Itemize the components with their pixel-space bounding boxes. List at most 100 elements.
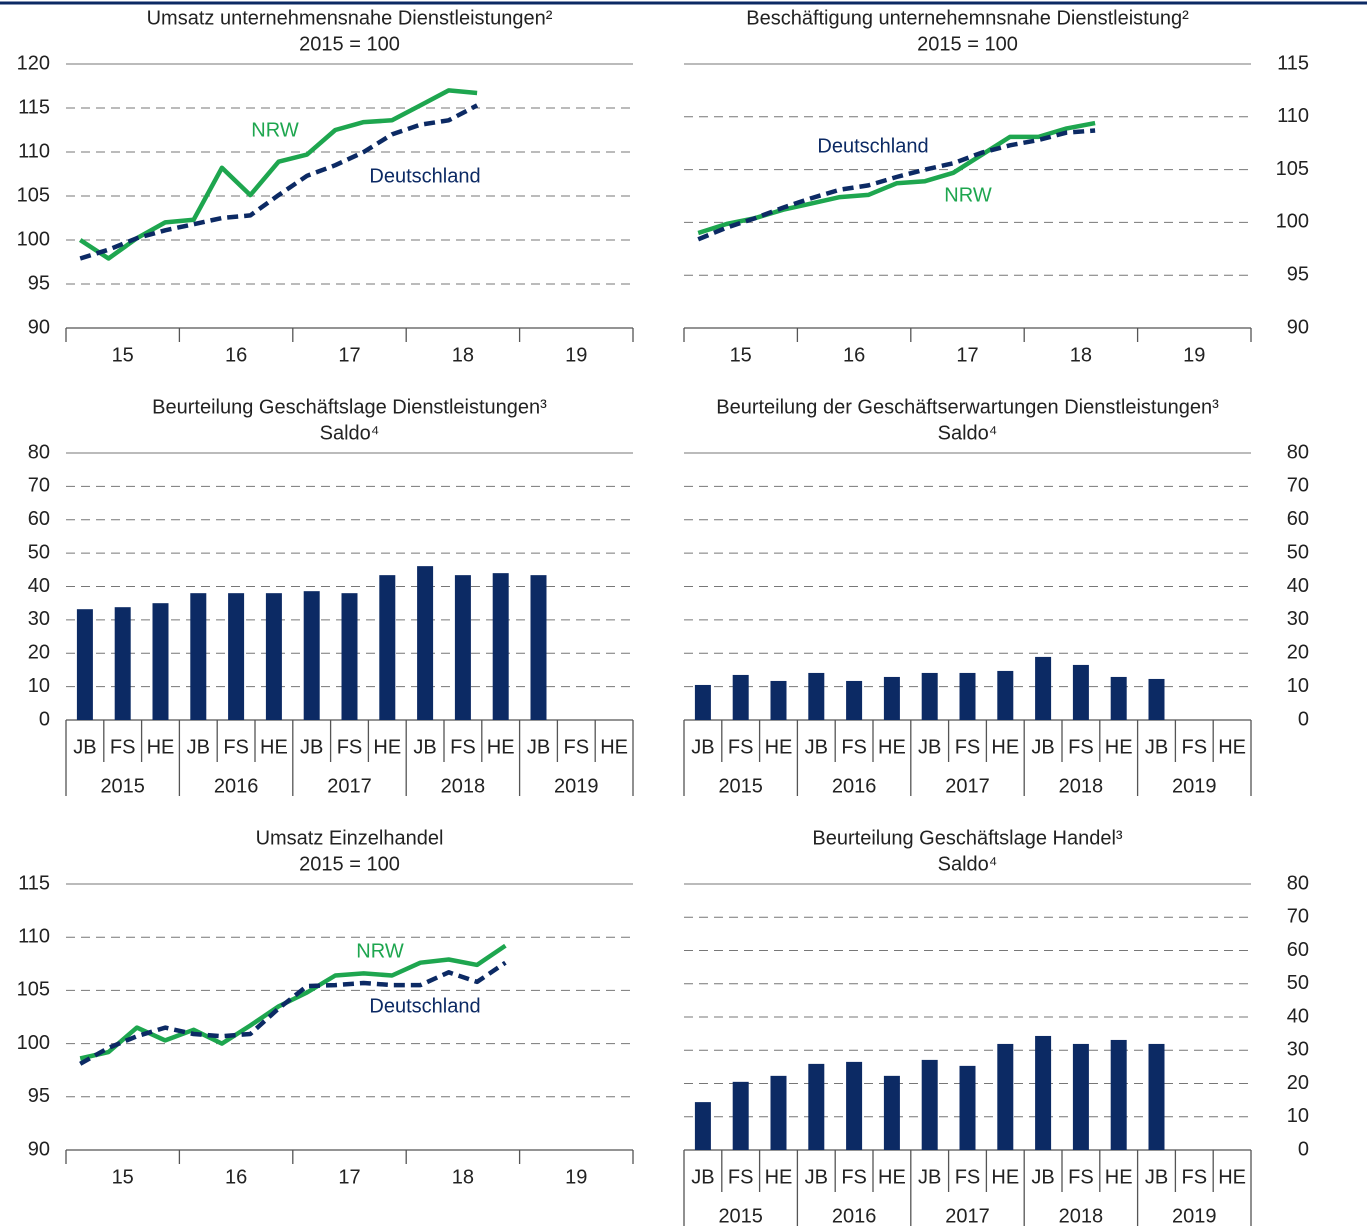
x-group-label: 17 — [338, 1166, 360, 1188]
y-tick-label: 100 — [17, 228, 50, 250]
bar — [1110, 1039, 1127, 1150]
bar — [732, 1081, 749, 1150]
series-label: Deutschland — [369, 995, 480, 1017]
bar — [770, 1075, 787, 1150]
y-tick-label: 30 — [1287, 1039, 1309, 1061]
x-tick-label: FS — [728, 736, 754, 758]
x-group-label: 17 — [338, 344, 360, 366]
bar — [921, 1059, 938, 1150]
bar — [530, 575, 547, 720]
x-tick-label: FS — [728, 1166, 754, 1188]
x-tick-label: JB — [805, 1166, 828, 1188]
x-tick-label: JB — [187, 736, 210, 758]
y-tick-label: 50 — [1287, 541, 1309, 563]
bar — [846, 680, 863, 720]
series-line — [79, 960, 507, 1066]
x-tick-label: HE — [991, 1166, 1019, 1188]
x-tick-label: JB — [918, 736, 941, 758]
x-tick-label: HE — [991, 736, 1019, 758]
y-tick-label: 0 — [1298, 1138, 1309, 1160]
bar — [190, 593, 207, 720]
bar — [1072, 1043, 1089, 1150]
y-tick-label: 40 — [1287, 575, 1309, 597]
chart-title: Beurteilung der Geschäftserwartungen Die… — [716, 396, 1219, 418]
x-group-label: 2017 — [327, 775, 372, 797]
chart-subtitle: 2015 = 100 — [299, 33, 400, 55]
bar — [959, 672, 976, 720]
x-group-label: 18 — [452, 344, 474, 366]
y-tick-label: 60 — [1287, 508, 1309, 530]
x-group-label: 2015 — [100, 775, 145, 797]
x-tick-label: HE — [373, 736, 401, 758]
x-group-label: 15 — [112, 1166, 134, 1188]
bar — [152, 603, 169, 720]
y-tick-label: 115 — [1277, 52, 1309, 74]
y-tick-label: 20 — [28, 642, 50, 664]
x-tick-label: JB — [413, 736, 436, 758]
x-tick-label: HE — [878, 1166, 906, 1188]
bar — [454, 575, 471, 720]
x-tick-label: HE — [147, 736, 175, 758]
y-tick-label: 105 — [1276, 158, 1309, 180]
x-group-label: 16 — [225, 1166, 247, 1188]
chart-panel: Beschäftigung unternehemnsnahe Dienstlei… — [683, 7, 1309, 366]
x-group-label: 2016 — [214, 775, 259, 797]
x-tick-label: FS — [337, 736, 363, 758]
bar — [303, 591, 320, 720]
y-tick-label: 110 — [18, 925, 50, 947]
y-tick-label: 100 — [17, 1032, 50, 1054]
bar — [265, 593, 282, 720]
y-tick-label: 90 — [28, 1138, 50, 1160]
chart-subtitle: Saldo⁴ — [938, 853, 998, 875]
chart-panel: Beurteilung Geschäftslage Handel³ Saldo⁴ 0… — [683, 827, 1309, 1226]
y-tick-label: 10 — [1287, 675, 1309, 697]
x-group-label: 18 — [1070, 344, 1092, 366]
x-group-label: 2019 — [554, 775, 599, 797]
x-group-label: 17 — [956, 344, 978, 366]
bar — [997, 670, 1014, 720]
x-tick-label: FS — [955, 736, 981, 758]
y-tick-label: 70 — [1287, 475, 1309, 497]
x-tick-label: FS — [1182, 1166, 1208, 1188]
bar — [694, 1102, 711, 1150]
chart-title: Umsatz unternehmensnahe Dienstleistungen… — [147, 7, 553, 29]
y-tick-label: 50 — [1287, 972, 1309, 994]
x-tick-label: FS — [223, 736, 249, 758]
bar — [883, 1075, 900, 1150]
y-tick-label: 30 — [1287, 608, 1309, 630]
y-tick-label: 70 — [28, 475, 50, 497]
x-group-label: 2017 — [945, 775, 990, 797]
y-tick-label: 80 — [28, 441, 50, 463]
chart-title: Beurteilung Geschäftslage Dienstleistung… — [152, 396, 547, 418]
x-tick-label: HE — [765, 1166, 793, 1188]
x-tick-label: HE — [878, 736, 906, 758]
x-group-label: 2017 — [945, 1205, 990, 1226]
y-tick-label: 120 — [17, 52, 50, 74]
bar — [1110, 676, 1127, 720]
chart-title: Beurteilung Geschäftslage Handel³ — [812, 827, 1123, 849]
bar — [1148, 1043, 1165, 1150]
y-tick-label: 10 — [1287, 1105, 1309, 1127]
x-tick-label: FS — [110, 736, 136, 758]
chart-subtitle: Saldo⁴ — [320, 422, 380, 444]
chart-subtitle: 2015 = 100 — [917, 33, 1018, 55]
y-tick-label: 20 — [1287, 1072, 1309, 1094]
y-tick-label: 80 — [1287, 872, 1309, 894]
y-tick-label: 50 — [28, 541, 50, 563]
x-tick-label: JB — [918, 1166, 941, 1188]
x-tick-label: HE — [765, 736, 793, 758]
x-tick-label: JB — [805, 736, 828, 758]
bar — [228, 593, 245, 720]
chart-panel: Umsatz Einzelhandel 2015 = 100 90 95 100 105 1… — [17, 827, 634, 1188]
x-group-label: 2016 — [832, 775, 877, 797]
x-tick-label: FS — [841, 736, 867, 758]
y-tick-label: 115 — [18, 872, 50, 894]
series-label: Deutschland — [369, 165, 480, 187]
x-group-label: 2016 — [832, 1205, 877, 1226]
bar — [492, 573, 509, 720]
x-tick-label: JB — [691, 1166, 714, 1188]
x-tick-label: FS — [955, 1166, 981, 1188]
y-tick-label: 90 — [28, 316, 50, 338]
bar — [883, 676, 900, 720]
